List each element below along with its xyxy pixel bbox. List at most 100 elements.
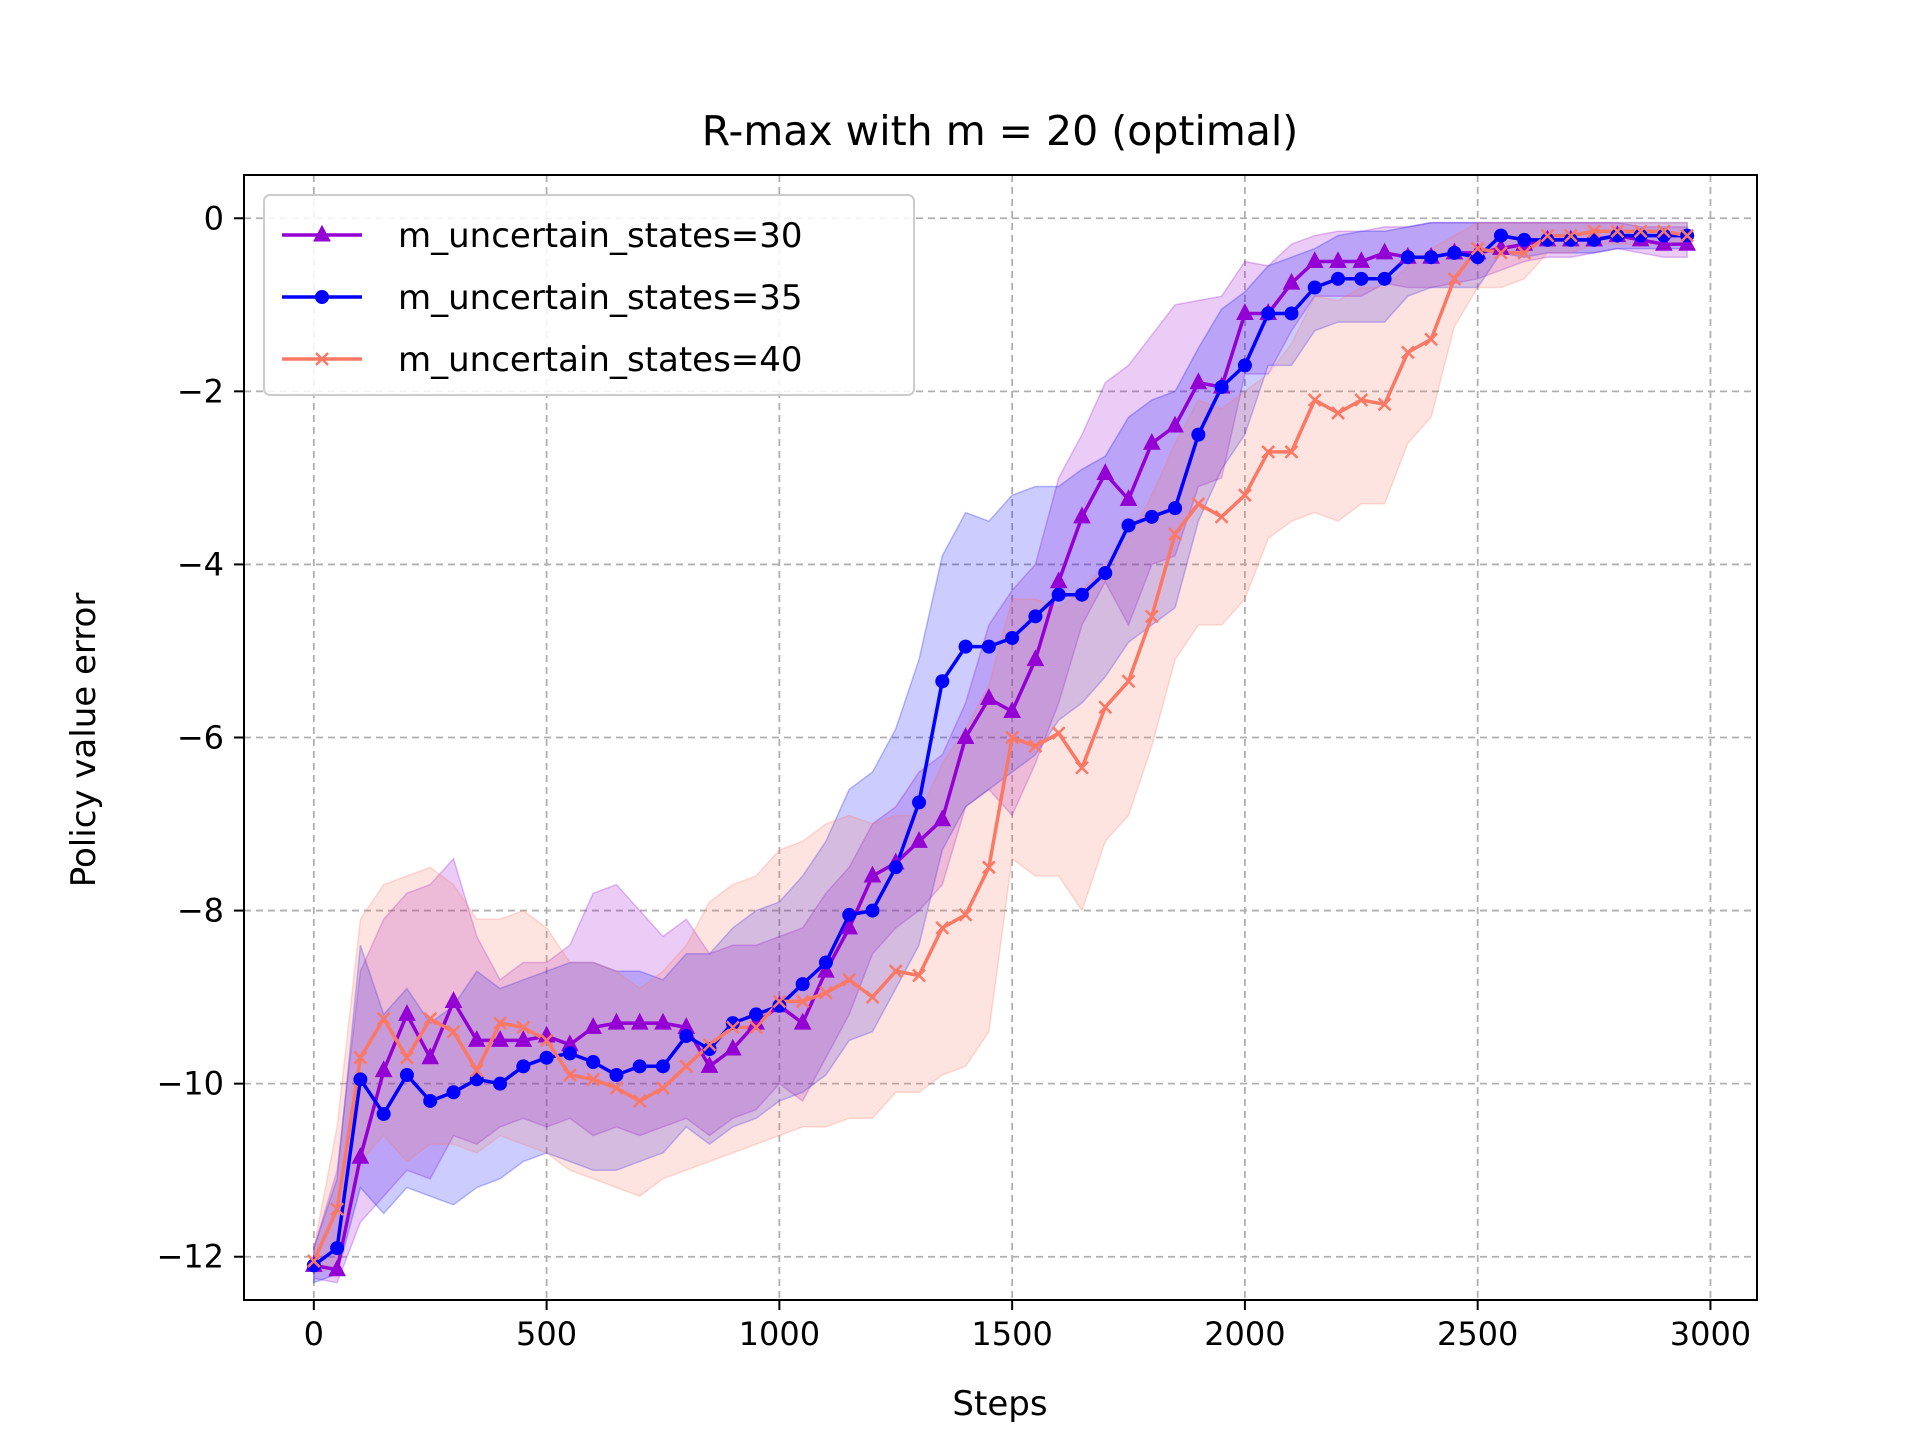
point-series-1 [1678,233,1696,251]
point-series-2 [772,998,787,1013]
point-series-2 [1377,271,1392,286]
point-series-2 [1517,232,1532,247]
point-series-2 [1191,427,1206,442]
point-series-1 [910,831,928,848]
point-series-1 [351,1146,370,1164]
point-series-2 [702,1042,717,1057]
point-series-1 [840,917,859,935]
point-series-3 [1680,228,1695,243]
point-series-2 [958,639,973,654]
point-series-1 [607,1012,626,1030]
point-series-3 [446,1024,461,1039]
point-series-2 [1237,358,1252,373]
point-series-2 [1493,228,1508,243]
point-series-3 [1284,445,1299,459]
point-series-2 [749,1007,764,1022]
point-series-2 [1447,245,1462,260]
point-series-3 [958,908,973,922]
point-series-2 [655,1059,670,1074]
point-series-1 [514,1030,533,1047]
point-series-2 [632,1059,647,1074]
point-series-3 [795,994,810,1009]
point-series-3 [1028,739,1043,754]
point-series-3 [1587,224,1601,239]
point-series-1 [654,1012,672,1030]
point-series-2 [818,955,833,970]
point-series-2 [795,977,810,992]
point-series-1 [1375,242,1394,260]
point-series-2 [562,1046,577,1061]
point-series-3 [632,1094,647,1108]
x-axis-label: Steps [952,1384,1047,1424]
point-series-3 [935,921,950,935]
point-series-2 [586,1055,601,1070]
point-series-2 [1610,228,1625,243]
point-series-2 [446,1085,461,1100]
point-series-2 [1354,271,1369,286]
point-series-2 [865,903,880,918]
point-series-2 [1144,509,1159,524]
point-series-1 [1352,251,1371,269]
point-series-1 [1282,272,1301,290]
point-series-3 [679,1059,694,1074]
x-tick-label: 0 [304,1315,324,1353]
point-series-2 [1121,518,1136,533]
point-series-2 [888,860,903,875]
point-series-3 [469,1063,484,1078]
point-series-2 [493,1076,508,1091]
point-series-3 [1400,345,1415,360]
point-series-3 [888,964,903,979]
y-axis-label: Policy value error [64,593,104,888]
point-series-2 [1214,380,1229,395]
point-series-2 [1563,232,1578,247]
point-series-3 [1238,488,1252,503]
point-series-2 [539,1050,554,1065]
point-series-1 [1026,649,1045,667]
x-tick-label: 500 [516,1315,577,1353]
point-series-3 [1144,609,1159,624]
point-series-1 [793,1012,812,1030]
point-series-3 [1517,246,1532,260]
point-series-2 [1424,250,1439,265]
point-series-3 [1261,445,1276,459]
point-series-2 [1400,250,1415,265]
point-series-3 [1657,224,1671,239]
point-series-1 [863,865,882,883]
point-series-1 [933,809,952,827]
point-series-3 [749,1020,763,1035]
point-series-1 [398,1004,416,1021]
point-series-2 [423,1093,438,1108]
point-series-1 [491,1030,509,1047]
legend-marker [313,224,331,242]
y-tick-label: 0 [204,199,224,237]
point-series-1 [328,1259,346,1277]
point-series-3 [1307,393,1322,407]
point-series-2 [725,1016,740,1031]
x-tick-label: 3000 [1670,1315,1751,1353]
legend: m_uncertain_states=30 m_uncertain_states=… [263,194,915,396]
legend-marker [315,352,329,366]
point-series-1 [1305,251,1324,269]
band-series-1 [313,221,1688,1284]
point-series-3 [1494,246,1508,260]
point-series-3 [865,990,880,1004]
point-series-2 [1307,280,1322,295]
point-series-1 [1236,303,1254,320]
point-series-1 [444,991,463,1008]
point-series-1 [700,1056,719,1073]
legend-box [263,194,915,396]
point-series-2 [1168,501,1183,516]
point-series-3 [376,1011,391,1026]
point-series-3 [702,1037,717,1052]
point-series-3 [1354,393,1369,407]
point-series-2 [1028,609,1043,624]
point-series-1 [1329,251,1347,269]
point-series-3 [981,860,996,875]
point-series-2 [1331,271,1346,286]
point-series-1 [1073,506,1091,524]
point-series-2 [842,907,857,922]
point-series-3 [423,1011,438,1026]
point-series-1 [1142,432,1161,450]
point-series-1 [1003,701,1021,719]
point-series-2 [376,1106,391,1121]
